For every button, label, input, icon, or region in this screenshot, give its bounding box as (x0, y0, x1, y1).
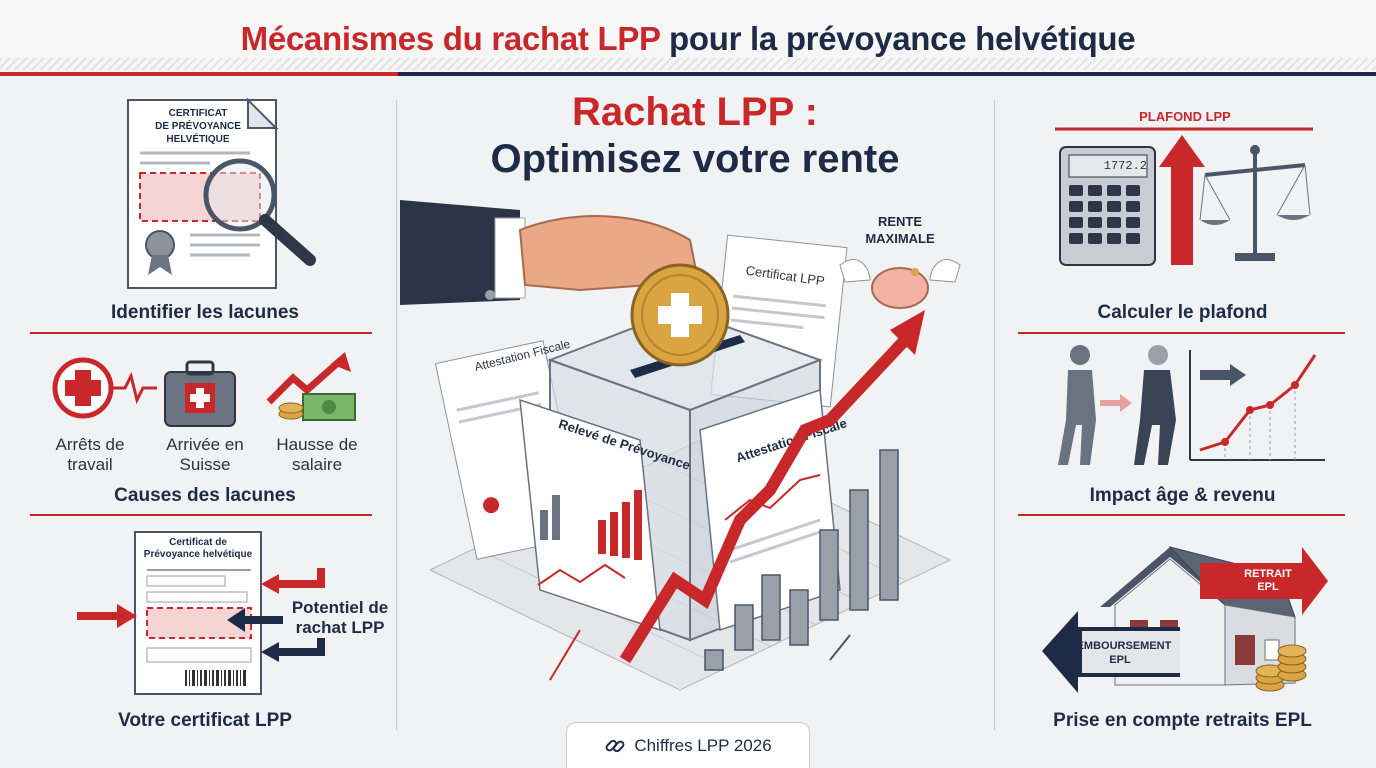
page-title-red: Mécanismes du rachat LPP (240, 20, 661, 57)
impact-label: Impact âge & revenu (1089, 485, 1276, 506)
arrow-right-navy-icon (1200, 364, 1246, 386)
retrait-line2: EPL (1257, 581, 1279, 593)
left-rule-1 (30, 332, 372, 334)
cause-arrivee-line2: Suisse (179, 455, 231, 474)
causes-icons (52, 352, 356, 427)
doc-attestation-right (699, 388, 841, 632)
potentiel-label: Potentiel de rachat LPP (285, 598, 395, 638)
ballot-box-illustration: Certificat LPP Attestation Fiscale Relev… (400, 200, 961, 691)
cert-title-line-3: HELVÉTIQUE (166, 132, 229, 145)
link-icon (605, 739, 625, 752)
barcode-icon (185, 670, 246, 686)
certificat-label: Votre certificat LPP (118, 710, 292, 731)
coins-icon (1255, 644, 1307, 692)
arrow-up-icon (1159, 135, 1205, 265)
winged-piggy-bank-icon (839, 259, 961, 309)
column-divider-left (396, 100, 397, 730)
doc-releve (519, 398, 661, 632)
header-hatch (0, 58, 1376, 70)
header-rule-red (0, 72, 398, 76)
column-divider-right (994, 100, 995, 730)
calculer-label: Calculer le plafond (1097, 302, 1268, 323)
young-person-icon (1058, 345, 1096, 465)
plafond-top-label: PLAFOND LPP (1139, 109, 1231, 124)
growth-bars (704, 449, 899, 671)
epl-illustration: RETRAIT EPL REMBOURSEMENT EPL (1042, 546, 1328, 693)
certificate-magnifier-icon (127, 97, 316, 289)
right-rule-1 (1018, 332, 1345, 334)
footer-badge: Chiffres LPP 2026 (566, 722, 810, 768)
header-rule-navy (398, 72, 1376, 76)
left-rule-2 (30, 514, 372, 516)
arrow-retrait-icon (1200, 547, 1328, 615)
rente-label-1: RENTE (878, 214, 922, 229)
cause-arrets-line2: travail (67, 455, 113, 474)
center-title-line2: Optimisez votre rente (490, 137, 900, 181)
footer-badge-text: Chiffres LPP 2026 (634, 735, 772, 755)
cause-hausse: Hausse de salaire (262, 435, 372, 475)
cause-arrivee: Arrivée en Suisse (150, 435, 260, 475)
cause-arrivee-line1: Arrivée en (166, 435, 244, 454)
growth-arrow-head-icon (890, 310, 925, 355)
causes-label: Causes des lacunes (114, 485, 296, 506)
page-title-navy: pour la prévoyance helvétique (669, 20, 1136, 57)
cause-hausse-line1: Hausse de (276, 435, 358, 454)
cert-title-line-1: CERTIFICAT (169, 108, 228, 119)
calculator-icon (1059, 146, 1156, 266)
swiss-suitcase-icon (164, 360, 236, 427)
elderly-person-icon (1134, 345, 1176, 465)
calculator-display: 1772.2 (1103, 159, 1147, 173)
cause-arrets-line1: Arrêts de (55, 435, 125, 454)
arrow-left-red-icon (77, 604, 137, 628)
certificate-potentiel-icon (77, 531, 325, 695)
center-title-line1: Rachat LPP : (572, 90, 818, 134)
scale-icon (1199, 145, 1311, 261)
retrait-line1: RETRAIT (1244, 568, 1292, 580)
rente-label-2: MAXIMALE (865, 231, 935, 246)
plafond-illustration (1055, 127, 1313, 266)
swiss-coin-icon (630, 263, 730, 367)
certificate-title-svg: CERTIFICAT DE PRÉVOYANCE HELVÉTIQUE (155, 108, 241, 145)
remboursement-line2: EPL (1109, 654, 1131, 666)
medical-cross-icon (52, 357, 157, 419)
cert-title-line-2: DE PRÉVOYANCE (155, 119, 241, 132)
header: Mécanismes du rachat LPP pour la prévoya… (0, 0, 1376, 74)
arrow-potentiel-icons (227, 568, 325, 662)
arrow-remboursement-icon (1042, 611, 1180, 693)
potentiel-line2: rachat LPP (295, 618, 385, 637)
right-rule-2 (1018, 514, 1345, 516)
salary-rise-icon (266, 352, 356, 421)
cert2-title-line-1: Certificat de (169, 537, 227, 548)
certificate2-title-svg: Certificat de Prévoyance helvétique (144, 537, 253, 560)
cause-arrets: Arrêts de travail (40, 435, 140, 475)
identifier-label: Identifier les lacunes (111, 302, 299, 323)
impact-illustration (1058, 345, 1325, 465)
epl-label: Prise en compte retraits EPL (1053, 710, 1312, 731)
remboursement-line1: REMBOURSEMENT (1069, 640, 1172, 652)
potentiel-line1: Potentiel de (291, 598, 389, 617)
arrow-right-icon (1100, 394, 1132, 412)
cert2-title-line-2: Prévoyance helvétique (144, 549, 253, 560)
center-title: Rachat LPP : Optimisez votre rente (400, 90, 990, 182)
cause-hausse-line2: salaire (291, 455, 343, 474)
page-title: Mécanismes du rachat LPP pour la prévoya… (0, 0, 1376, 58)
